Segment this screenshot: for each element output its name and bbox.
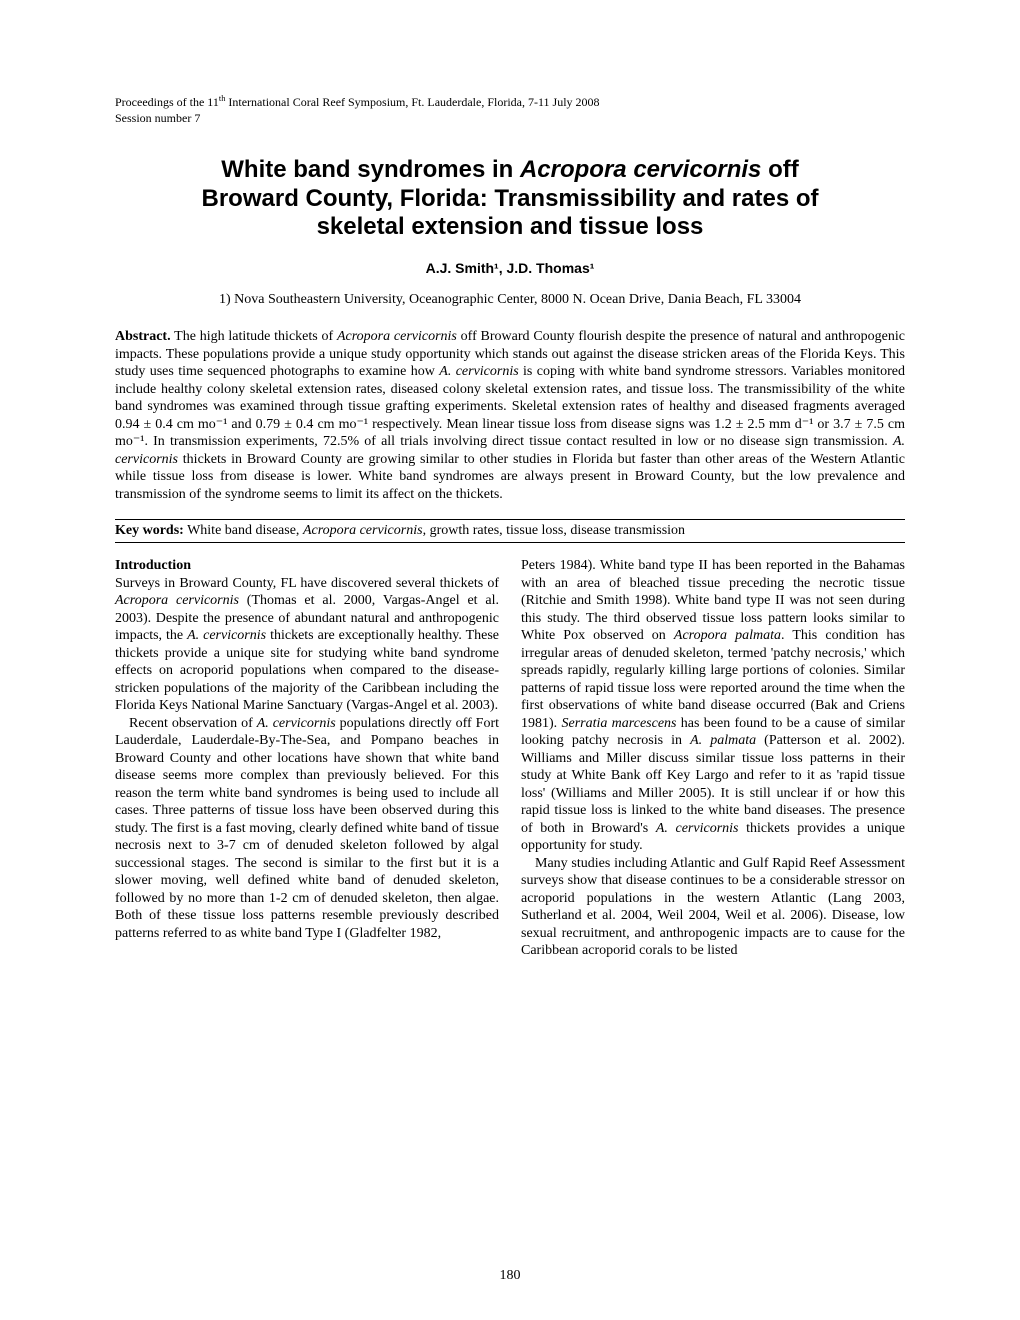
col1-p1-italic-0: Acropora cervicornis [115, 593, 239, 608]
abstract-italic-1: A. cervicornis [439, 364, 518, 379]
abstract-label: Abstract. [115, 329, 171, 344]
title-line-3: skeletal extension and tissue loss [317, 213, 704, 240]
body-columns: Introduction Surveys in Broward County, … [115, 557, 905, 960]
right-column: Peters 1984). White band type II has bee… [521, 557, 905, 960]
page-number: 180 [0, 1268, 1020, 1284]
col1-p2-text-0: Recent observation of [129, 716, 257, 731]
title-part-1: White band syndromes in [221, 156, 520, 183]
col2-p1-italic-2: A. palmata [690, 733, 756, 748]
col2-paragraph-1: Peters 1984). White band type II has bee… [521, 557, 905, 855]
title-italic-1: Acropora cervicornis [520, 156, 761, 183]
intro-paragraph-2: Recent observation of A. cervicornis pop… [115, 715, 499, 943]
title-part-1-cont: off [761, 156, 798, 183]
col2-p1-italic-3: A. cervicornis [656, 821, 739, 836]
keywords-section: Key words: White band disease, Acropora … [115, 519, 905, 543]
proceedings-header: Proceedings of the 11th International Co… [115, 95, 905, 109]
abstract-italic-0: Acropora cervicornis [337, 329, 457, 344]
keywords-text-2: , growth rates, tissue loss, disease tra… [423, 523, 685, 538]
affiliation: 1) Nova Southeastern University, Oceanog… [115, 292, 905, 308]
left-column: Introduction Surveys in Broward County, … [115, 557, 499, 960]
col1-p1-text-0: Surveys in Broward County, FL have disco… [115, 576, 499, 591]
col1-p2-italic-0: A. cervicornis [257, 716, 336, 731]
keywords-text-1: White band disease, [184, 523, 303, 538]
col2-paragraph-2: Many studies including Atlantic and Gulf… [521, 855, 905, 960]
title-line-2: Broward County, Florida: Transmissibilit… [202, 185, 819, 212]
paper-title: White band syndromes in Acropora cervico… [115, 156, 905, 242]
keywords-label: Key words: [115, 523, 184, 538]
abstract-text-0: The high latitude thickets of [171, 329, 337, 344]
introduction-heading: Introduction [115, 558, 191, 573]
keywords-italic: Acropora cervicornis [303, 523, 423, 538]
session-number: Session number 7 [115, 111, 905, 125]
col2-p1-italic-1: Serratia marcescens [561, 716, 676, 731]
col1-p1-italic-1: A. cervicornis [187, 628, 266, 643]
abstract-text-3: thickets in Broward County are growing s… [115, 452, 905, 502]
page-container: Proceedings of the 11th International Co… [0, 0, 1020, 1320]
col2-p1-italic-0: Acropora palmata [674, 628, 781, 643]
proceedings-text: Proceedings of the 11th International Co… [115, 95, 600, 109]
abstract-section: Abstract. The high latitude thickets of … [115, 328, 905, 503]
authors: A.J. Smith¹, J.D. Thomas¹ [115, 260, 905, 276]
col1-p2-text-1: populations directly off Fort Lauderdale… [115, 716, 499, 941]
intro-paragraph-1: Introduction Surveys in Broward County, … [115, 557, 499, 715]
